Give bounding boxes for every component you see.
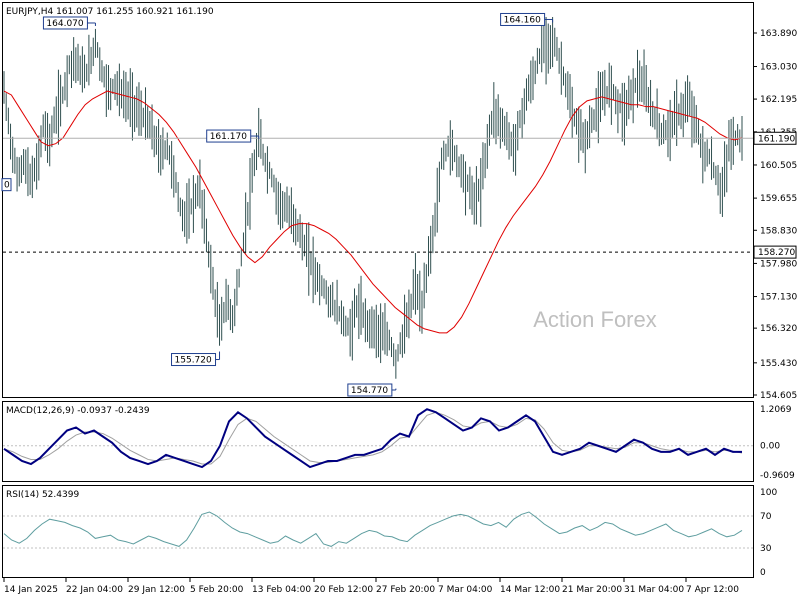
annotation-box	[347, 383, 393, 397]
annotation-label: 164.070	[46, 19, 83, 29]
macd-y-tick-label: 0.00	[760, 442, 780, 452]
macd-signal-line	[3, 411, 743, 465]
rsi-panel	[2, 485, 754, 578]
annotation-label: 161.170	[210, 132, 247, 142]
annotation-box	[171, 353, 217, 367]
price-y-tick-label: 156.320	[760, 324, 797, 334]
macd-y-tick-label: -0.9609	[760, 471, 795, 481]
rsi-label: RSI(14) 52.4399	[6, 490, 79, 500]
hline-price-label: 158.270	[758, 248, 795, 258]
x-tick-label: 5 Feb 20:00	[190, 585, 244, 595]
left-edge-label-box	[1, 178, 12, 192]
price-y-tick-label: 163.030	[760, 63, 797, 73]
moving-average-line	[3, 90, 743, 334]
x-tick-label: 14 Mar 12:00	[500, 585, 560, 595]
price-y-tick-label: 157.980	[760, 259, 797, 269]
macd-main-line	[3, 408, 742, 469]
x-tick-label: 20 Feb 12:00	[314, 585, 373, 595]
rsi-y-tick-label: 0	[760, 568, 766, 578]
x-tick-label: 22 Jan 04:00	[66, 585, 123, 595]
annotation-label: 154.770	[351, 386, 388, 396]
macd-y-tick-label: 1.2069	[760, 405, 792, 415]
macd-series-group	[3, 408, 753, 469]
annotation-label: 155.720	[175, 356, 212, 366]
macd-panel	[2, 401, 754, 482]
price-y-tick-label: 157.130	[760, 293, 797, 303]
x-tick-label: 31 Mar 04:00	[624, 585, 684, 595]
rsi-line	[3, 511, 743, 547]
current-price-label-box	[753, 131, 797, 145]
rsi-y-tick-label: 100	[760, 488, 777, 498]
macd-label: MACD(12,26,9) -0.0937 -0.2439	[6, 406, 150, 416]
x-tick-label: 13 Feb 04:00	[252, 585, 311, 595]
x-tick-label: 7 Mar 04:00	[438, 585, 493, 595]
annotation-box	[42, 16, 88, 30]
price-y-tick-label: 160.505	[760, 161, 797, 171]
left-edge-label: 0	[4, 181, 10, 191]
current-price-label: 161.190	[758, 134, 795, 144]
annotation-box	[206, 129, 252, 143]
x-tick-label: 14 Jan 2025	[4, 585, 58, 595]
price-y-tick-label: 163.890	[760, 29, 797, 39]
axis-group: 163.890163.030162.195161.355160.505159.6…	[1, 12, 797, 595]
rsi-y-tick-label: 70	[760, 512, 772, 522]
annotation-box	[500, 12, 546, 26]
rsi-series-group	[3, 511, 753, 549]
x-tick-label: 27 Feb 20:00	[376, 585, 435, 595]
price-y-tick-label: 162.195	[760, 95, 797, 105]
watermark: Action Forex	[533, 307, 657, 332]
x-tick-label: 29 Jan 12:00	[128, 585, 185, 595]
price-y-tick-label: 154.605	[760, 391, 797, 401]
x-tick-label: 21 Mar 20:00	[562, 585, 622, 595]
price-y-tick-label: 155.430	[760, 359, 797, 369]
rsi-y-tick-label: 30	[760, 544, 772, 554]
symbol-info: EURJPY,H4 161.007 161.255 160.921 161.19…	[6, 7, 214, 17]
x-tick-label: 7 Apr 12:00	[686, 585, 739, 595]
price-y-tick-label: 159.655	[760, 194, 797, 204]
price-series-group	[3, 17, 753, 379]
hline-price-label-box	[753, 245, 797, 259]
annotation-label: 164.160	[504, 15, 541, 25]
price-y-tick-label: 158.830	[760, 226, 797, 236]
